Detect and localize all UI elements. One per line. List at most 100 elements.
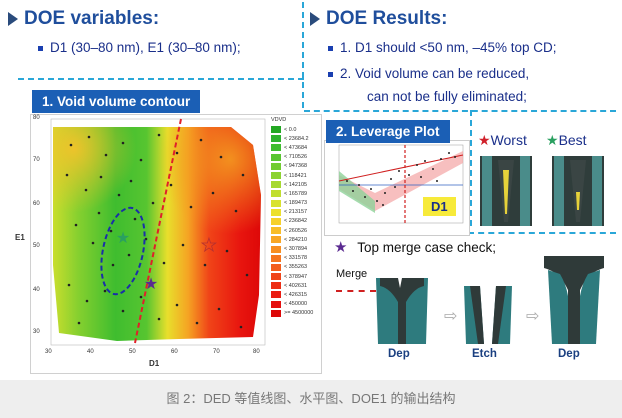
legend-label: < 450000	[284, 301, 308, 308]
leverage-points	[346, 152, 456, 206]
contour-tag: 1. Void volume contour	[32, 90, 201, 113]
d1-label-box: D1	[423, 197, 456, 216]
dep1-structure	[374, 278, 430, 344]
best-star-icon: ★	[546, 132, 559, 148]
contour-plot-svg: ★ ★ ★	[50, 118, 266, 346]
legend-swatch	[271, 254, 281, 262]
doe-variables-bullet: D1 (30–80 nm), E1 (30–80 nm);	[38, 40, 241, 55]
y-tick: 40	[33, 287, 40, 293]
best-label: Best	[558, 132, 587, 148]
merge-dashed-line	[336, 290, 376, 292]
legend-swatch	[271, 199, 281, 207]
legend-item: < 284210	[271, 235, 319, 244]
arrow-right-icon: ⇨	[444, 308, 458, 325]
merge-check-title: Top merge case check;	[357, 240, 497, 255]
doe-results-line3: can not be fully eliminated;	[367, 89, 527, 104]
legend-label: < 260526	[284, 227, 308, 234]
doe-results-title-text: DOE Results:	[326, 8, 448, 29]
plot-frame	[50, 118, 266, 346]
legend-swatch	[271, 208, 281, 216]
legend-swatch	[271, 291, 281, 299]
vertical-divider-mid	[470, 110, 472, 226]
legend-item: >= 4500000	[271, 309, 319, 318]
legend-item: < 402631	[271, 281, 319, 290]
doe-results-line2: 2. Void volume can be reduced,	[328, 66, 529, 81]
horizontal-divider-lower	[326, 232, 616, 234]
leverage-plot-svg	[338, 144, 464, 224]
square-bullet-icon	[38, 45, 43, 51]
legend-label: >= 4500000	[284, 310, 314, 317]
y-tick: 50	[33, 243, 40, 249]
contour-panel: ★ ★ ★ 80 70 60 50 40 30 30 40 50 60 70 8…	[15, 114, 322, 374]
dep1-structure-svg	[376, 278, 428, 344]
legend-label: < 473684	[284, 144, 308, 151]
square-bullet-icon	[328, 71, 333, 77]
legend-item: < 260526	[271, 226, 319, 235]
optimal-region-ellipse	[100, 206, 146, 296]
legend-item: < 307894	[271, 244, 319, 253]
legend-swatch	[271, 172, 281, 180]
legend-swatch	[271, 144, 281, 152]
legend-item: < 450000	[271, 300, 319, 309]
dep2-structure	[544, 256, 604, 344]
square-bullet-icon	[328, 45, 333, 51]
x-tick: 70	[213, 349, 220, 355]
legend-item: < 213157	[271, 208, 319, 217]
legend-swatch	[271, 309, 281, 317]
legend-item: < 165789	[271, 189, 319, 198]
y-tick: 30	[33, 329, 40, 335]
worst-star-icon: ★	[478, 132, 491, 148]
merge-check-heading: ★ Top merge case check;	[334, 238, 496, 256]
legend-label: < 165789	[284, 190, 308, 197]
y-tick: 80	[33, 115, 40, 121]
best-heading: ★Best	[546, 132, 587, 149]
legend-item: < 142105	[271, 180, 319, 189]
x-tick: 40	[87, 349, 94, 355]
legend-swatch	[271, 300, 281, 308]
step-dep-label: Dep	[388, 348, 410, 360]
legend-swatch	[271, 181, 281, 189]
legend-title: VDVD	[271, 117, 287, 123]
legend-label: < 307894	[284, 246, 308, 253]
merge-star-icon: ★	[144, 276, 158, 293]
legend-rows: < 0.0 < 23684.2 < 473684 < 710526 < 947368 < …	[271, 125, 319, 318]
best-structure-svg	[552, 156, 604, 226]
legend-label: < 23684.2	[284, 135, 309, 142]
legend-label: < 0.0	[284, 126, 297, 133]
legend-label: < 189473	[284, 200, 308, 207]
leverage-confidence-band	[339, 151, 463, 211]
legend-swatch	[271, 162, 281, 170]
x-tick: 30	[45, 349, 52, 355]
arrow-right-icon: ⇨	[526, 308, 540, 325]
doe-variables-title-text: DOE variables:	[24, 8, 160, 29]
legend-item: < 355263	[271, 263, 319, 272]
legend-item: < 118421	[271, 171, 319, 180]
legend-swatch	[271, 217, 281, 225]
leverage-fit-line	[338, 154, 464, 182]
leverage-green-band	[339, 171, 375, 213]
contour-data-points	[65, 133, 249, 329]
legend-swatch	[271, 236, 281, 244]
legend-label: < 331578	[284, 255, 308, 262]
legend-item: < 426315	[271, 290, 319, 299]
leverage-tag: 2. Leverage Plot	[326, 120, 450, 143]
etch-structure	[462, 286, 514, 344]
legend-item: < 710526	[271, 153, 319, 162]
legend-swatch	[271, 153, 281, 161]
figure-caption: 图 2：DED 等值线图、水平图、DOE1 的输出结构	[0, 380, 622, 418]
merge-label: Merge	[336, 268, 368, 280]
legend-swatch	[271, 135, 281, 143]
legend-label: < 426315	[284, 291, 308, 298]
legend-item: < 378947	[271, 272, 319, 281]
legend-swatch	[271, 273, 281, 281]
horizontal-divider-left	[18, 78, 304, 80]
worst-structure-svg	[480, 156, 532, 226]
worst-structure	[480, 156, 532, 226]
etch-structure-svg	[464, 286, 512, 344]
y-axis-label: E1	[15, 233, 25, 242]
worst-star-icon: ★	[201, 235, 217, 255]
doe-variables-title: DOE variables:	[8, 8, 159, 30]
legend-label: < 355263	[284, 264, 308, 271]
x-tick: 80	[253, 349, 260, 355]
dep2-structure-svg	[544, 256, 604, 344]
